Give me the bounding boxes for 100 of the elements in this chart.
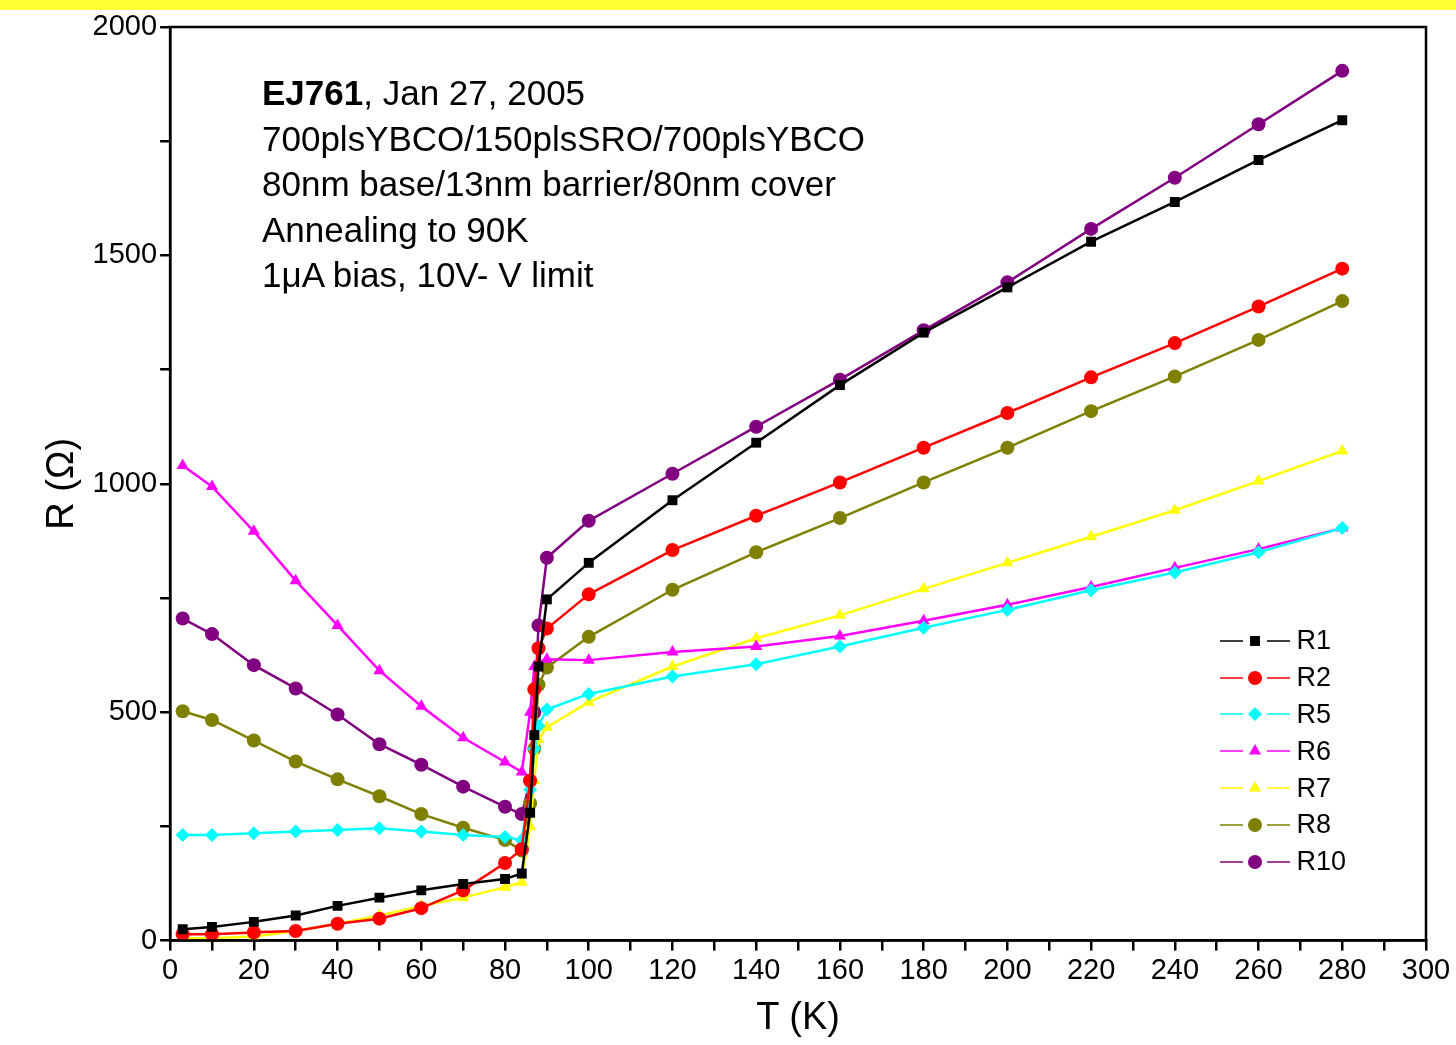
- point: [330, 707, 345, 722]
- point: [832, 511, 847, 526]
- point: [332, 900, 343, 911]
- point: [749, 545, 764, 560]
- point: [288, 824, 303, 839]
- point: [918, 327, 929, 338]
- point: [581, 513, 596, 528]
- point: [1168, 503, 1181, 514]
- point: [204, 627, 219, 642]
- x-tick-label: 280: [1318, 953, 1367, 985]
- point: [414, 824, 429, 839]
- point: [456, 828, 471, 843]
- x-tick-label: 160: [815, 953, 865, 985]
- point: [1251, 332, 1266, 347]
- point: [247, 524, 260, 535]
- point: [1251, 545, 1266, 560]
- point: [498, 829, 513, 844]
- point: [540, 720, 553, 731]
- point: [525, 807, 536, 818]
- legend-label: R7: [1296, 772, 1331, 804]
- point: [248, 916, 259, 927]
- point: [288, 924, 303, 939]
- point: [1084, 221, 1099, 236]
- legend-label: R10: [1296, 846, 1346, 878]
- point: [1001, 555, 1014, 567]
- point: [666, 659, 679, 671]
- point: [176, 458, 189, 470]
- point: [1084, 404, 1099, 419]
- x-tick-label: 100: [564, 953, 613, 985]
- annotation: 1μA bias, 10V- V limit: [262, 254, 595, 296]
- point: [1000, 406, 1015, 420]
- point: [204, 828, 219, 843]
- point: [749, 508, 764, 523]
- point: [414, 807, 429, 822]
- x-tick-label: 260: [1234, 953, 1283, 985]
- point: [1335, 261, 1350, 276]
- point: [456, 779, 471, 794]
- y-tick-label: 1500: [92, 237, 158, 270]
- point: [917, 581, 930, 593]
- x-tick-label: 140: [732, 953, 781, 985]
- point: [581, 587, 596, 602]
- point: [1336, 443, 1349, 455]
- point: [1085, 529, 1098, 541]
- point: [288, 681, 303, 696]
- point: [374, 892, 385, 903]
- y-tick-label: 1000: [92, 465, 158, 498]
- point: [1084, 583, 1099, 598]
- point: [330, 772, 345, 787]
- point: [177, 924, 188, 935]
- x-tick-label: 220: [1066, 953, 1116, 985]
- point: [916, 440, 931, 455]
- point: [665, 669, 680, 684]
- point: [498, 799, 513, 814]
- point: [581, 686, 596, 701]
- x-tick-label: 60: [405, 953, 438, 985]
- point: [539, 550, 554, 565]
- point: [750, 639, 763, 650]
- point: [1167, 565, 1182, 580]
- point: [1000, 602, 1015, 617]
- annotation: 80nm base/13nm barrier/80nm cover: [262, 163, 837, 205]
- point: [541, 594, 552, 605]
- point: [1002, 282, 1013, 293]
- x-tick-label: 300: [1401, 953, 1451, 985]
- point: [207, 921, 217, 932]
- point: [1335, 63, 1350, 78]
- point: [372, 789, 387, 804]
- point: [372, 821, 387, 836]
- point: [330, 823, 345, 838]
- legend-label: R8: [1296, 809, 1331, 841]
- legend-label: R5: [1296, 698, 1331, 730]
- point: [515, 765, 528, 776]
- point: [373, 663, 386, 675]
- point: [529, 730, 540, 740]
- point: [516, 868, 527, 879]
- x-tick-label: 180: [899, 953, 948, 985]
- point: [833, 628, 846, 640]
- point: [916, 620, 931, 635]
- point: [288, 754, 303, 769]
- annotation: EJ761, Jan 27, 2005: [262, 72, 587, 114]
- point: [457, 730, 470, 742]
- point: [1167, 336, 1182, 351]
- point: [1169, 197, 1180, 207]
- point: [1251, 299, 1266, 314]
- point: [415, 699, 428, 710]
- point: [1086, 236, 1097, 247]
- point: [665, 466, 680, 481]
- point: [581, 629, 596, 644]
- point: [414, 757, 429, 772]
- point: [498, 855, 513, 870]
- point: [1084, 370, 1099, 385]
- point: [665, 582, 680, 597]
- point: [1000, 440, 1015, 455]
- point: [916, 475, 931, 490]
- point: [175, 611, 190, 626]
- x-tick-label: 120: [648, 953, 697, 985]
- y-axis-title: R (Ω): [39, 437, 82, 530]
- y-tick-label: 2000: [92, 9, 158, 41]
- point: [667, 495, 678, 506]
- point: [1167, 369, 1182, 384]
- point: [539, 702, 554, 717]
